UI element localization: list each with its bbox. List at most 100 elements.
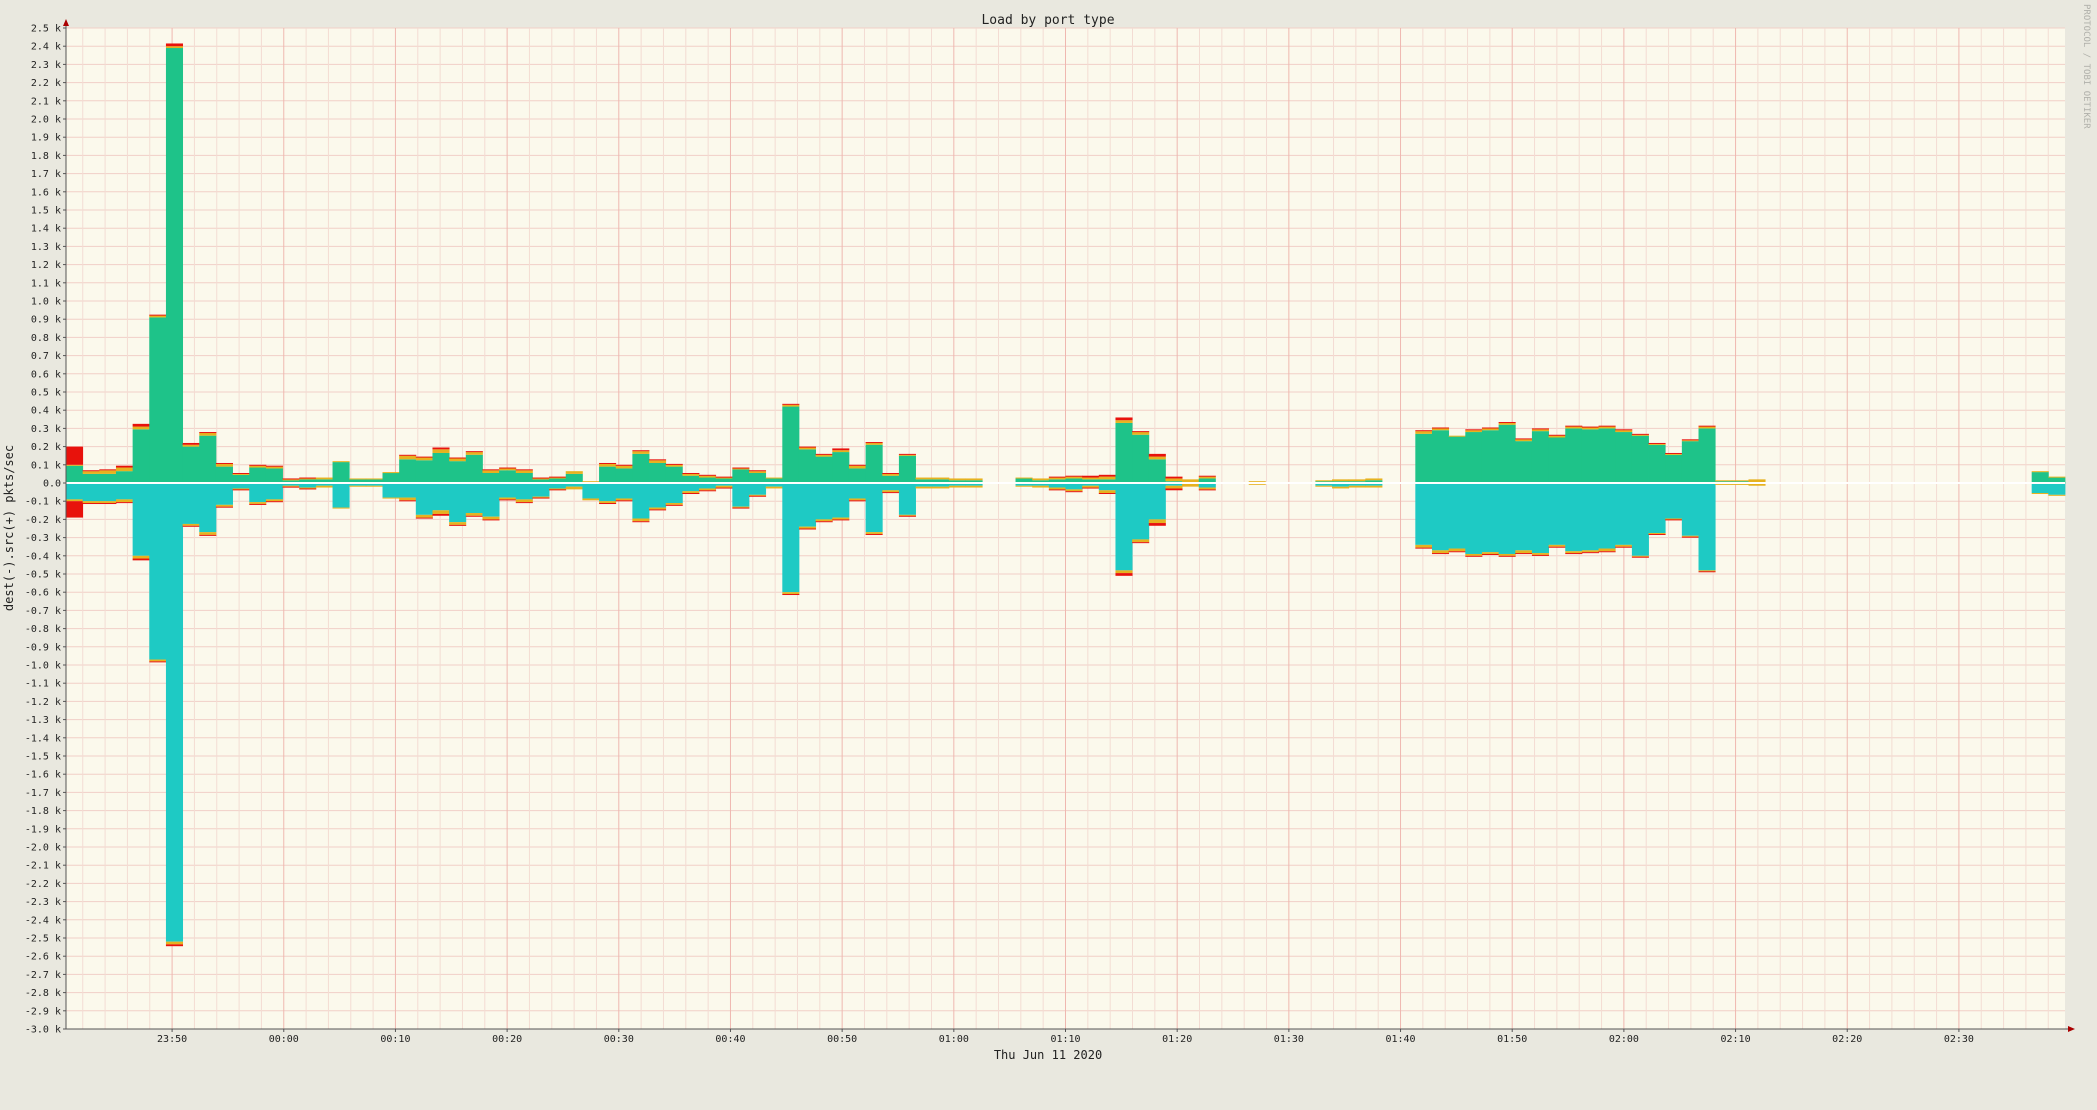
bar-segment-src xyxy=(1515,439,1533,442)
y-tick-label: 2.3 k xyxy=(31,60,61,71)
bar-segment-dest xyxy=(1115,483,1133,571)
bar-segment-src xyxy=(615,464,633,466)
bar-segment-src xyxy=(182,446,200,483)
bar-segment-src xyxy=(1165,476,1183,479)
bar-segment-dest xyxy=(649,483,667,508)
bar-segment-dest xyxy=(582,483,600,499)
bar-segment-src xyxy=(1598,425,1616,427)
bar-segment-src xyxy=(1431,427,1450,429)
bar-segment-dest xyxy=(1581,550,1599,553)
bar-segment-dest xyxy=(482,519,500,521)
bar-segment-src xyxy=(365,479,383,483)
bar-segment-src xyxy=(1615,429,1633,431)
bar-segment-src xyxy=(215,462,233,464)
bar-segment-dest xyxy=(1615,544,1633,547)
bar-group xyxy=(565,471,583,490)
bar-segment-src xyxy=(948,478,966,481)
x-tick-label: 01:40 xyxy=(1385,1034,1415,1045)
bar-segment-dest xyxy=(299,487,317,489)
grid xyxy=(66,27,2065,1030)
bar-segment-dest xyxy=(1431,483,1450,551)
bar-segment-src xyxy=(732,468,750,470)
bar-segment-src xyxy=(1581,429,1599,483)
bar-segment-src xyxy=(599,462,617,464)
bar-segment-dest xyxy=(1348,483,1366,486)
y-tick-label: 0.6 k xyxy=(31,369,61,380)
y-tick-label: 1.2 k xyxy=(31,260,61,271)
bar-segment-dest xyxy=(115,502,134,504)
bar-segment-dest xyxy=(66,499,84,502)
bar-segment-src xyxy=(1048,477,1066,480)
bar-segment-src xyxy=(965,478,983,481)
bar-segment-dest xyxy=(898,514,916,516)
bar-segment-dest xyxy=(665,504,683,506)
bar-segment-dest xyxy=(332,483,350,508)
bar-segment-src xyxy=(1698,425,1716,427)
bar-segment-dest xyxy=(1365,483,1383,486)
bar-segment-src xyxy=(182,442,200,445)
bar-segment-src xyxy=(815,456,833,483)
bar-segment-src xyxy=(432,447,450,450)
bar-segment-src xyxy=(1348,479,1366,482)
bar-group xyxy=(1198,475,1216,491)
bar-segment-dest xyxy=(132,483,150,556)
bar-group xyxy=(1082,475,1100,489)
bar-segment-dest xyxy=(1631,555,1649,557)
bar-group xyxy=(199,432,217,536)
y-tick-label: 1.7 k xyxy=(31,169,61,180)
bar-segment-src xyxy=(682,475,700,483)
bar-segment-src xyxy=(332,461,350,463)
y-tick-label: -1.8 k xyxy=(25,806,61,817)
bar-segment-src xyxy=(748,471,767,473)
bar-segment-src xyxy=(149,314,167,316)
y-tick-label: 0.3 k xyxy=(31,424,61,435)
bar-segment-src xyxy=(1448,436,1466,483)
bar-segment-src xyxy=(782,403,800,405)
bar-segment-src xyxy=(882,472,900,474)
bar-group xyxy=(1115,417,1133,576)
y-tick-label: 1.5 k xyxy=(31,206,61,217)
bar-segment-dest xyxy=(199,532,217,535)
bar-segment-src xyxy=(515,470,533,473)
bar-segment-dest xyxy=(549,483,567,489)
bar-segment-dest xyxy=(1648,483,1666,534)
bar-segment-src xyxy=(232,474,250,483)
bar-segment-src xyxy=(1715,480,1733,482)
bar-segment-dest xyxy=(615,483,633,499)
bar-segment-src xyxy=(1481,430,1500,483)
bar-segment-dest xyxy=(1165,488,1183,491)
bar-segment-dest xyxy=(798,526,817,529)
bar-segment-dest xyxy=(1448,548,1466,552)
bar-segment-src xyxy=(165,48,184,484)
bar-group xyxy=(848,464,866,502)
bar-group xyxy=(465,451,483,517)
bar-group xyxy=(449,457,467,526)
bar-segment-dest xyxy=(882,483,900,491)
bar-segment-src xyxy=(532,478,550,480)
bar-segment-dest xyxy=(1498,483,1516,554)
bar-segment-src xyxy=(699,474,717,476)
bar-segment-src xyxy=(515,472,533,483)
bar-segment-dest xyxy=(532,483,550,497)
bar-segment-src xyxy=(1048,479,1066,483)
bar-segment-dest xyxy=(1615,483,1633,545)
y-tick-label: 2.2 k xyxy=(31,78,61,89)
bar-segment-dest xyxy=(349,483,367,486)
bar-segment-dest xyxy=(315,485,333,488)
bar-segment-dest xyxy=(1348,485,1366,488)
bar-segment-src xyxy=(115,467,134,472)
bar-segment-dest xyxy=(865,483,883,533)
bar-group xyxy=(1465,429,1483,557)
bar-segment-src xyxy=(232,473,250,475)
bar-segment-src xyxy=(1132,432,1150,435)
bar-segment-src xyxy=(199,432,217,434)
bar-segment-dest xyxy=(1581,552,1599,554)
y-tick-label: 0.4 k xyxy=(31,406,61,417)
bar-group xyxy=(1515,438,1533,555)
bar-group xyxy=(99,469,117,505)
bar-segment-dest xyxy=(1415,547,1433,549)
bar-group xyxy=(815,453,833,523)
bar-group xyxy=(2048,476,2066,496)
bar-group xyxy=(1581,426,1599,554)
bar-group xyxy=(649,459,667,511)
